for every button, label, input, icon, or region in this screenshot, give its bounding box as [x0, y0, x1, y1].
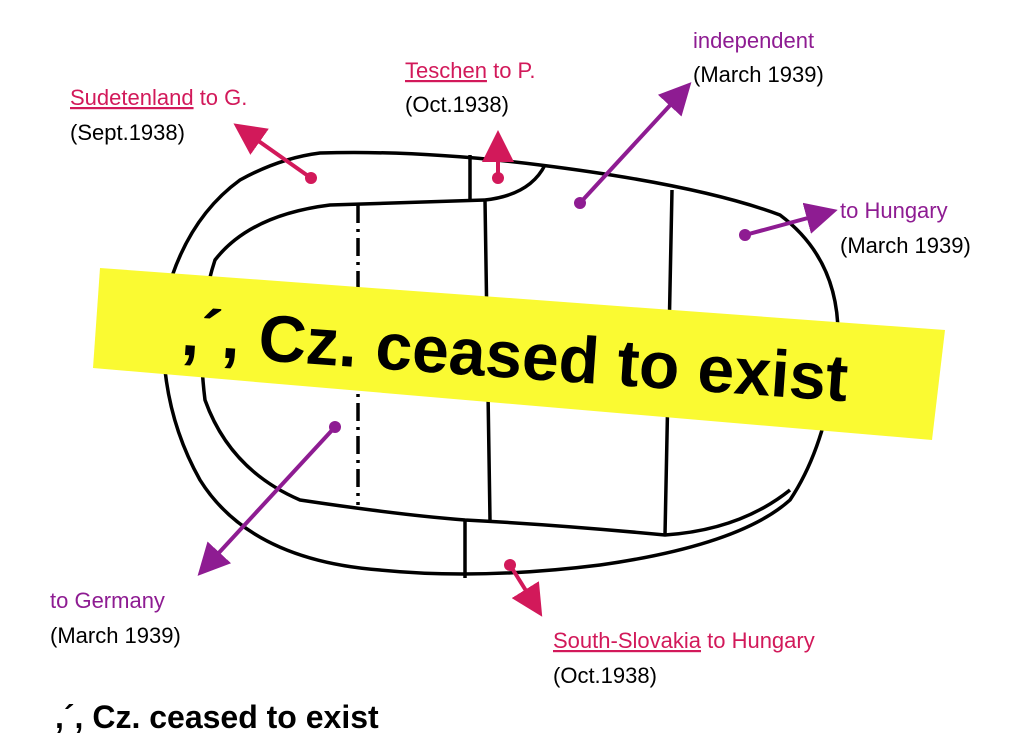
action: to Hungary [707, 628, 815, 653]
caption: ,´, Cz. ceased to exist [55, 699, 379, 735]
label: to Hungary [840, 198, 948, 223]
date: (Sept.1938) [70, 120, 185, 145]
region: South-Slovakia [553, 628, 702, 653]
date: (Oct.1938) [405, 92, 509, 117]
arrows [197, 82, 838, 617]
date: (March 1939) [840, 233, 971, 258]
date: (March 1939) [693, 62, 824, 87]
action: to G. [200, 85, 248, 110]
label: South-Slovakia to Hungary [553, 628, 815, 653]
region: Teschen [405, 58, 487, 83]
region: Sudetenland [70, 85, 194, 110]
banner-box [93, 268, 945, 440]
labels: Sudetenland to G. (Sept.1938) Teschen to… [50, 28, 971, 688]
date: (March 1939) [50, 623, 181, 648]
banner: ,´, Cz. ceased to exist [93, 268, 945, 440]
date: (Oct.1938) [553, 663, 657, 688]
label: to Germany [50, 588, 165, 613]
label: Sudetenland to G. [70, 85, 247, 110]
label: Teschen to P. [405, 58, 536, 83]
label: independent [693, 28, 814, 53]
action: to P. [493, 58, 535, 83]
